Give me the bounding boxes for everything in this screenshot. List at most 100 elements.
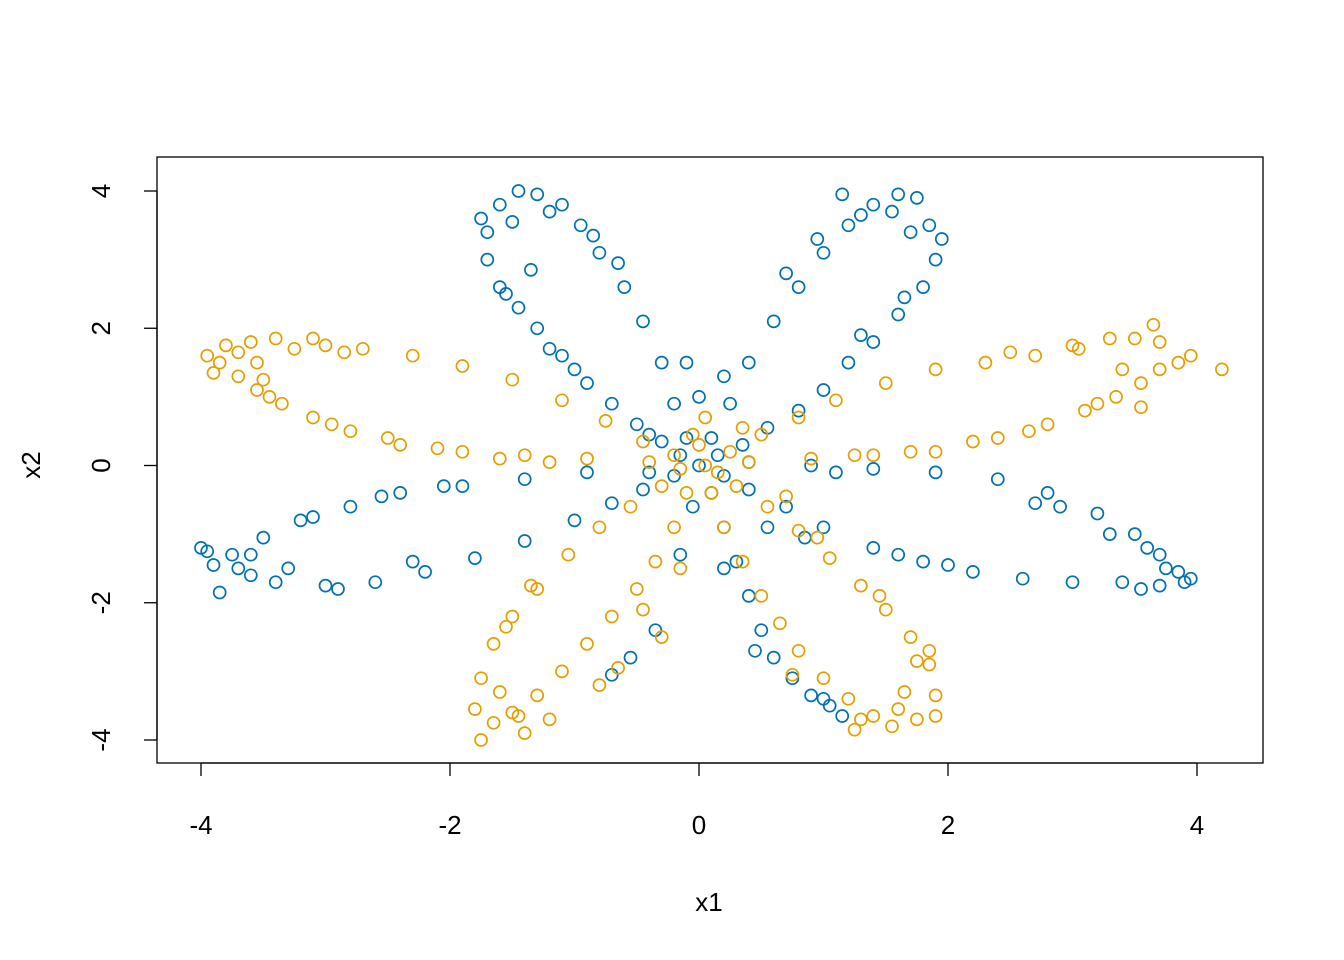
orange-point <box>903 630 918 644</box>
orange-point <box>355 341 370 356</box>
orange-point <box>636 602 650 617</box>
orange-point <box>673 561 688 576</box>
blue-point <box>1134 582 1148 596</box>
blue-point <box>679 355 694 370</box>
blue-point <box>499 287 513 301</box>
orange-point <box>1022 424 1036 439</box>
orange-point <box>1171 355 1186 370</box>
orange-point <box>580 451 594 466</box>
orange-point <box>822 551 837 565</box>
blue-point <box>306 510 320 524</box>
orange-point <box>256 372 271 387</box>
orange-point <box>206 366 221 380</box>
blue-point <box>766 650 781 665</box>
orange-point <box>673 462 688 476</box>
blue-point <box>910 191 924 205</box>
blue-point <box>586 228 601 243</box>
orange-point <box>667 448 681 463</box>
x-tick-label: -4 <box>189 810 212 840</box>
orange-point <box>604 609 619 624</box>
blue-point <box>779 266 793 281</box>
blue-point <box>804 688 818 703</box>
orange-point <box>785 667 800 682</box>
blue-point <box>816 383 831 397</box>
blue-point <box>835 187 850 202</box>
blue-point <box>517 472 532 487</box>
blue-point <box>673 547 688 562</box>
blue-point <box>685 499 700 514</box>
blue-point <box>835 709 850 723</box>
orange-point <box>268 331 283 346</box>
y-tick-label: 0 <box>86 458 116 472</box>
orange-point <box>1040 417 1055 432</box>
orange-point <box>854 578 868 593</box>
blue-point <box>816 691 831 706</box>
orange-point <box>250 355 264 370</box>
y-tick-label: -2 <box>86 591 116 614</box>
orange-point <box>791 643 806 658</box>
orange-point <box>741 455 756 469</box>
blue-point <box>623 650 638 665</box>
orange-point <box>897 685 912 699</box>
blue-point <box>854 208 868 222</box>
orange-point <box>505 372 520 387</box>
orange-point <box>704 486 719 500</box>
blue-point <box>922 218 937 233</box>
blue-point <box>791 280 806 294</box>
orange-point <box>636 434 650 449</box>
blue-point <box>741 589 756 603</box>
orange-point <box>200 348 215 363</box>
blue-point <box>1140 541 1155 555</box>
blue-point <box>866 197 881 212</box>
orange-point <box>262 390 277 404</box>
blue-point <box>573 218 588 233</box>
blue-point <box>580 376 594 390</box>
orange-point <box>629 582 644 596</box>
blue-point <box>1183 571 1198 586</box>
blue-point <box>474 211 488 226</box>
orange-point <box>231 369 246 384</box>
blue-point <box>1152 578 1167 593</box>
blue-point <box>891 187 906 202</box>
orange-point <box>791 523 806 538</box>
orange-point <box>231 345 246 360</box>
orange-point <box>829 393 843 408</box>
blue-point <box>542 341 557 356</box>
blue-point <box>841 355 856 370</box>
orange-point <box>710 465 725 480</box>
orange-point <box>243 335 258 349</box>
blue-point <box>511 300 526 315</box>
orange-point <box>1065 338 1080 353</box>
orange-point <box>592 678 607 692</box>
orange-point <box>455 359 470 373</box>
orange-point <box>667 520 681 535</box>
blue-point <box>231 561 246 576</box>
orange-point <box>1134 376 1148 390</box>
orange-point <box>611 661 625 675</box>
x-axis-label: x1 <box>695 887 722 917</box>
orange-point <box>1102 331 1117 346</box>
orange-point <box>1109 390 1123 404</box>
orange-point <box>966 434 980 449</box>
y-tick-label: 2 <box>86 321 116 335</box>
blue-point <box>748 643 762 658</box>
blue-point <box>611 256 625 270</box>
orange-point <box>219 338 233 353</box>
y-axis-label: x2 <box>16 451 46 478</box>
orange-point <box>654 630 669 644</box>
orange-point <box>990 431 1005 445</box>
orange-point <box>492 685 507 699</box>
blue-point <box>829 465 843 480</box>
orange-point <box>318 338 333 353</box>
blue-point <box>243 547 258 562</box>
orange-point <box>1090 396 1105 411</box>
blue-point <box>567 362 582 377</box>
blue-point <box>293 513 308 528</box>
orange-point <box>337 345 352 360</box>
orange-point <box>698 458 713 473</box>
blue-point <box>704 431 719 445</box>
blue-point <box>897 290 912 305</box>
orange-point <box>717 520 731 535</box>
blue-point <box>885 204 899 219</box>
